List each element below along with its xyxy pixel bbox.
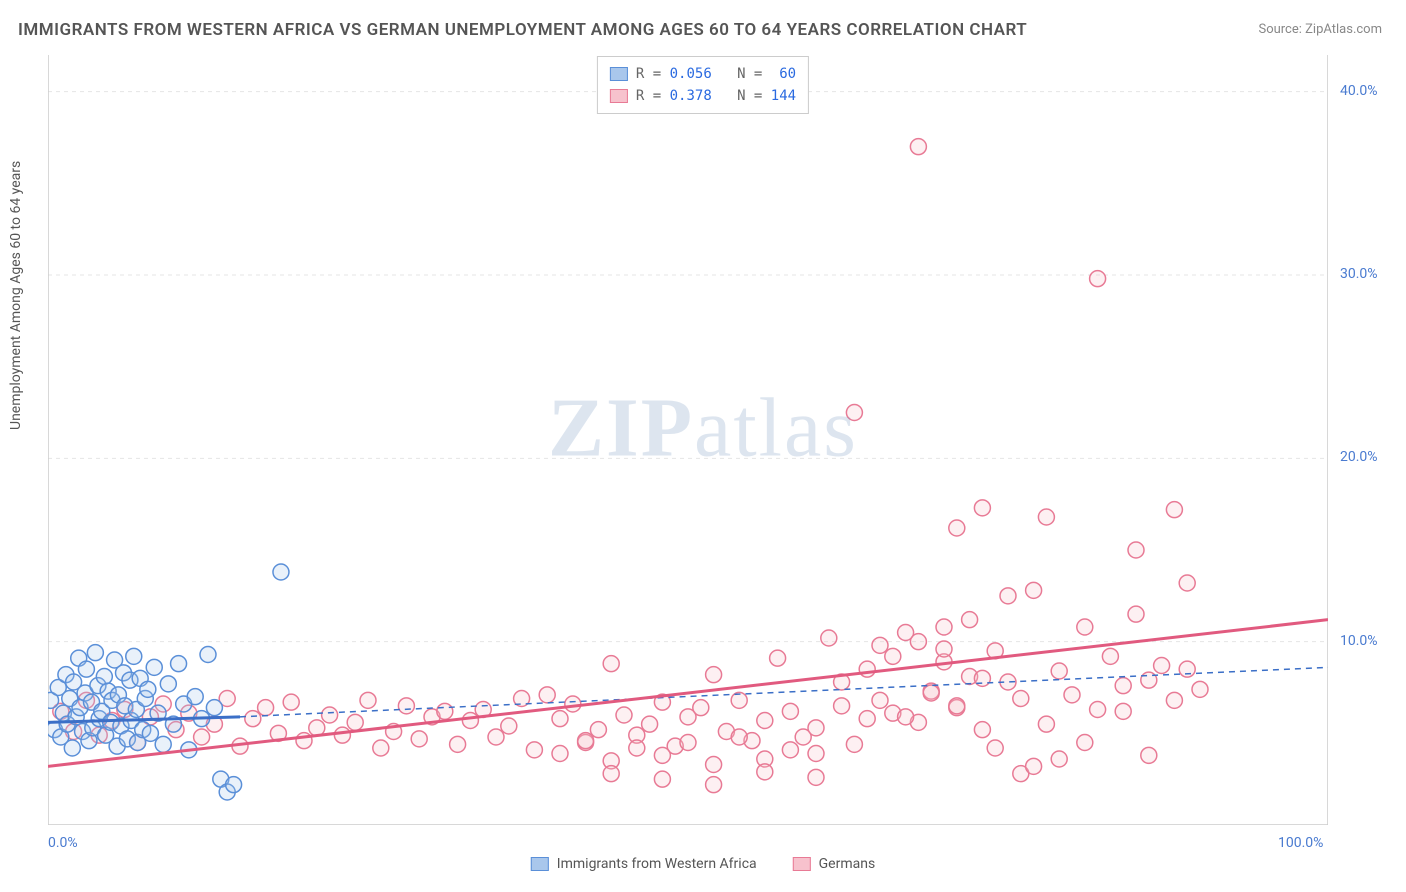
r-value-blue: 0.056: [670, 66, 712, 82]
n-value-pink: 144: [771, 88, 796, 104]
source-attribution: Source: ZipAtlas.com: [1258, 22, 1382, 37]
chart-title: IMMIGRANTS FROM WESTERN AFRICA VS GERMAN…: [18, 20, 1027, 40]
series-legend: Immigrants from Western Africa Germans: [531, 856, 875, 872]
y-tick-label: 20.0%: [1340, 449, 1378, 465]
y-tick-label: 10.0%: [1340, 633, 1378, 649]
legend-swatch-blue: [610, 67, 628, 81]
x-tick-label: 100.0%: [1278, 835, 1323, 851]
legend-label-pink: Germans: [819, 856, 876, 872]
x-tick-label: 0.0%: [48, 835, 78, 851]
legend-item-blue: Immigrants from Western Africa: [531, 856, 757, 872]
y-tick-label: 40.0%: [1340, 83, 1378, 99]
legend-item-pink: Germans: [793, 856, 876, 872]
legend-swatch-blue-icon: [531, 857, 549, 871]
correlation-chart: IMMIGRANTS FROM WESTERN AFRICA VS GERMAN…: [0, 0, 1406, 892]
legend-label-blue: Immigrants from Western Africa: [557, 856, 757, 872]
legend-swatch-pink-icon: [793, 857, 811, 871]
plot-area: [48, 55, 1328, 825]
legend-swatch-pink: [610, 89, 628, 103]
n-value-blue: 60: [779, 66, 796, 82]
legend-row-pink: R = 0.378 N = 144: [610, 85, 796, 107]
y-axis-label: Unemployment Among Ages 60 to 64 years: [8, 161, 24, 430]
r-value-pink: 0.378: [670, 88, 712, 104]
y-tick-label: 30.0%: [1340, 266, 1378, 282]
correlation-legend: R = 0.056 N = 60 R = 0.378 N = 144: [597, 56, 809, 114]
legend-row-blue: R = 0.056 N = 60: [610, 63, 796, 85]
